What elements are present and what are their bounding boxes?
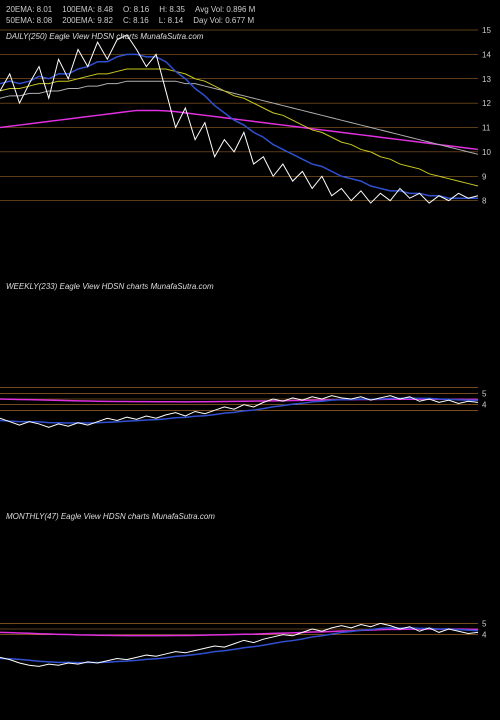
stat-item: H: 8.35: [159, 5, 185, 14]
panel-title-daily: DAILY(250) Eagle View HDSN charts Munafa…: [6, 32, 203, 41]
svg-text:4: 4: [482, 631, 487, 640]
stat-item: 100EMA: 8.48: [62, 5, 113, 14]
stat-item: L: 8.14: [159, 16, 183, 25]
chart-svg: 8 9 10 11 12 13 14 15 4 5 4 5: [0, 0, 500, 720]
svg-text:5: 5: [482, 619, 487, 628]
stat-item: 20EMA: 8.01: [6, 5, 52, 14]
stat-item: Avg Vol: 0.896 M: [195, 5, 255, 14]
header-stats: 20EMA: 8.01 100EMA: 8.48 O: 8.16 H: 8.35 Avg…: [6, 4, 265, 26]
svg-text:15: 15: [482, 26, 491, 35]
svg-text:14: 14: [482, 50, 491, 59]
svg-text:11: 11: [482, 124, 491, 133]
svg-text:13: 13: [482, 75, 491, 84]
svg-text:4: 4: [482, 401, 487, 410]
svg-text:9: 9: [482, 172, 487, 181]
panel-title-weekly: WEEKLY(233) Eagle View HDSN charts Munaf…: [6, 282, 214, 291]
svg-text:8: 8: [482, 197, 487, 206]
stat-item: Day Vol: 0.677 M: [193, 16, 254, 25]
stat-item: O: 8.16: [123, 5, 149, 14]
chart-container: 20EMA: 8.01 100EMA: 8.48 O: 8.16 H: 8.35 Avg…: [0, 0, 500, 720]
svg-text:10: 10: [482, 148, 491, 157]
svg-text:12: 12: [482, 99, 491, 108]
header-row-1: 20EMA: 8.01 100EMA: 8.48 O: 8.16 H: 8.35 Avg…: [6, 4, 265, 15]
header-row-2: 50EMA: 8.08 200EMA: 9.82 C: 8.16 L: 8.14 Day…: [6, 15, 265, 26]
panel-title-monthly: MONTHLY(47) Eagle View HDSN charts Munaf…: [6, 512, 215, 521]
stat-item: C: 8.16: [123, 16, 149, 25]
stat-item: 200EMA: 9.82: [62, 16, 113, 25]
svg-text:5: 5: [482, 389, 487, 398]
stat-item: 50EMA: 8.08: [6, 16, 52, 25]
